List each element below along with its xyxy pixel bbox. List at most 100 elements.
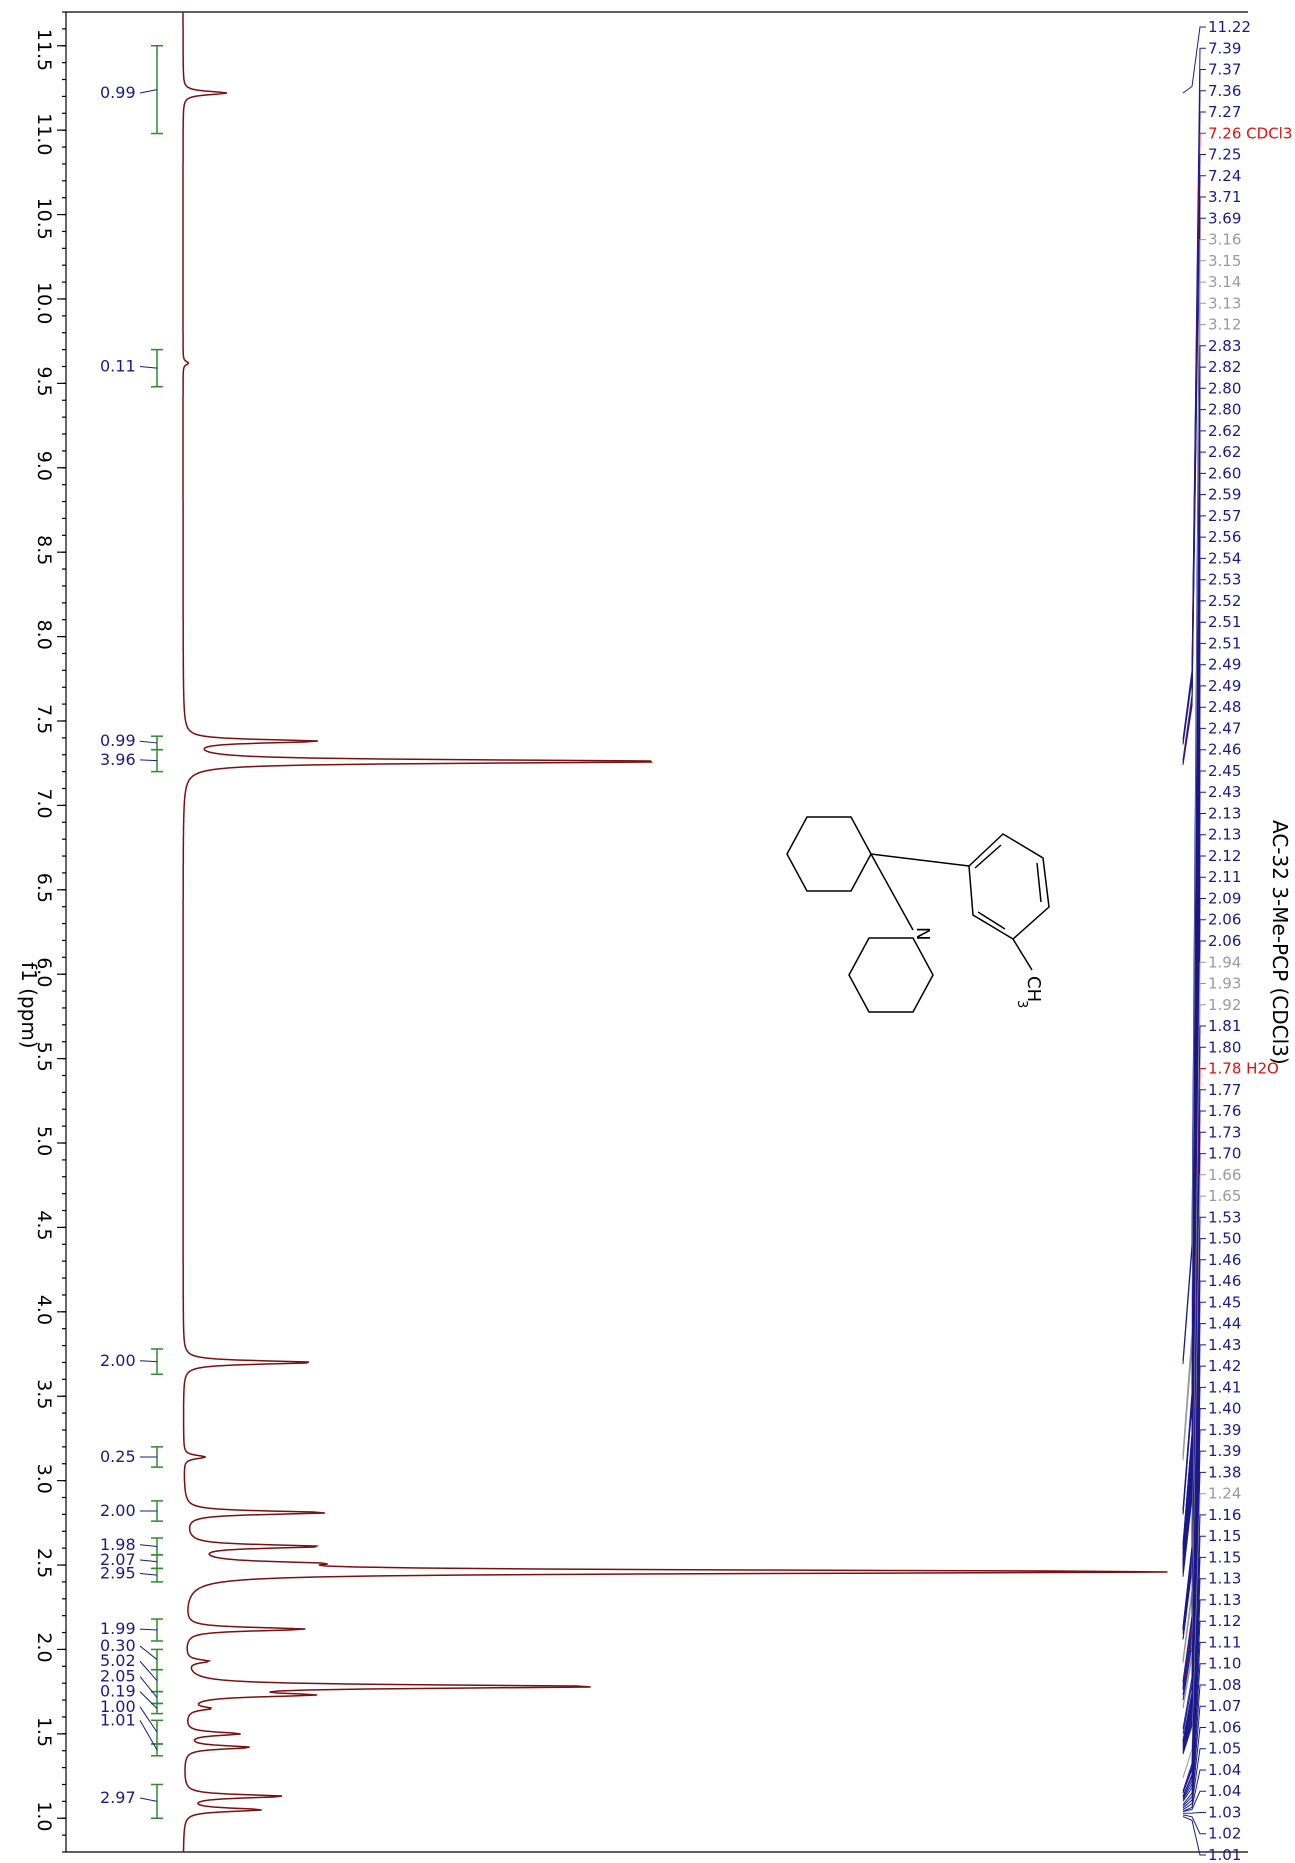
integral [139,1348,163,1376]
tick-label: 9.0 [33,451,55,481]
peak-label: 1.13 [1208,1591,1241,1609]
peak-leader-line [1182,47,1206,740]
integral-values: 0.990.110.993.962.000.252.001.982.072.95… [100,83,136,1807]
tick-label: 9.5 [33,366,55,396]
peak-label: 2.09 [1208,890,1241,908]
peak-label: 1.76 [1208,1102,1241,1120]
peak-label: 1.65 [1208,1187,1241,1205]
peak-label: 2.62 [1208,422,1241,440]
molecule-structure: N CH 3 [786,816,1050,1013]
integral-value: 0.19 [100,1682,136,1701]
peak-label: 2.83 [1208,337,1241,355]
integral-leader [139,1676,158,1698]
integral [139,1554,163,1570]
peak-label: 1.66 [1208,1166,1241,1184]
integral-curves [139,45,163,1819]
peak-label: 1.08 [1208,1676,1241,1694]
integral-value: 1.98 [100,1535,136,1554]
integral-value: 0.99 [100,731,136,750]
peak-label: 1.01 [1208,1846,1241,1863]
peak-leader-line [1182,1705,1206,1807]
tick-label: 6.5 [33,873,55,903]
peak-label: 1.02 [1208,1825,1241,1843]
peak-label: 2.62 [1208,443,1241,461]
peak-label: 2.51 [1208,613,1241,631]
peak-leader-line [1182,1493,1206,1778]
peak-label: 2.56 [1208,528,1241,546]
peak-label: 1.39 [1208,1442,1241,1460]
integral-value: 2.95 [100,1563,136,1582]
integral-value: 3.96 [100,750,136,769]
benzene-double-bond-1 [1036,862,1042,903]
tick-label: 2.0 [33,1632,55,1662]
integral-value: 1.01 [100,1710,136,1729]
tick-label: 11.5 [33,29,55,71]
integral [139,1537,163,1556]
peak-label: 1.43 [1208,1336,1241,1354]
bond-c-n [870,853,914,931]
integral-value: 5.02 [100,1651,136,1670]
integral-value: 2.00 [100,1351,136,1370]
integral-leader [139,1559,158,1563]
integral-leader [139,1544,158,1547]
tick-label: 7.0 [33,788,55,818]
peak-label: 1.44 [1208,1315,1241,1333]
peak-label: 3.12 [1208,316,1241,334]
peak-leader-line [1182,175,1206,765]
peak-label: 1.13 [1208,1570,1241,1588]
peak-label: 2.49 [1208,656,1241,674]
peak-label: 2.80 [1208,379,1241,397]
peak-label: 1.53 [1208,1208,1241,1226]
peak-label: 2.80 [1208,401,1241,419]
integral-leader [139,1720,158,1751]
integral-leader [139,759,158,762]
tick-label: 5.5 [33,1042,55,1072]
peak-label: 1.77 [1208,1081,1241,1099]
peak-label: 2.47 [1208,719,1241,737]
integral-value: 0.99 [100,83,136,102]
peak-label: 2.57 [1208,507,1241,525]
peak-label: 1.15 [1208,1527,1241,1545]
integral-value: 0.11 [100,356,136,375]
integral-value: 1.00 [100,1697,136,1716]
x-axis-label: f1 (ppm) [17,962,41,1049]
integral-leader [139,740,158,744]
tick-label: 3.5 [33,1379,55,1409]
peak-label: 2.45 [1208,762,1241,780]
peak-label: 1.40 [1208,1400,1241,1418]
peak-label: 2.12 [1208,847,1241,865]
peak-label: 1.93 [1208,975,1241,993]
peak-label: 7.26 CDCl3 [1208,124,1292,142]
peak-label: 1.42 [1208,1357,1241,1375]
tick-label: 1.0 [33,1801,55,1831]
peak-label: 1.04 [1208,1761,1241,1779]
peak-leader-line [1182,1816,1206,1856]
integral [139,1783,163,1819]
integral [139,748,163,773]
peak-label: 3.16 [1208,231,1241,249]
peak-label: 3.14 [1208,273,1241,291]
methyl-label: CH [1023,976,1044,1002]
integral-value: 0.30 [100,1636,136,1655]
integral [139,1660,163,1693]
peak-label: 1.80 [1208,1038,1241,1056]
tick-label: 1.5 [33,1717,55,1747]
cyclohexane-ring [786,816,872,892]
peak-leader-line [1182,1790,1206,1812]
peak-label: 2.13 [1208,805,1241,823]
peak-leader-line [1182,1556,1206,1794]
peak-label: 2.59 [1208,486,1241,504]
peak-label: 1.45 [1208,1293,1241,1311]
peak-label: 7.27 [1208,103,1241,121]
tick-label: 11.0 [33,113,55,155]
peak-label: 3.15 [1208,252,1241,270]
tick-label: 4.5 [33,1210,55,1240]
peak-leader-line [1182,1727,1206,1809]
peak-label: 1.46 [1208,1251,1241,1269]
peak-label: 7.25 [1208,146,1241,164]
peak-leader-line [1182,1599,1206,1797]
peak-label: 1.46 [1208,1272,1241,1290]
tick-label: 6.0 [33,957,55,987]
peak-label: 3.69 [1208,209,1241,227]
